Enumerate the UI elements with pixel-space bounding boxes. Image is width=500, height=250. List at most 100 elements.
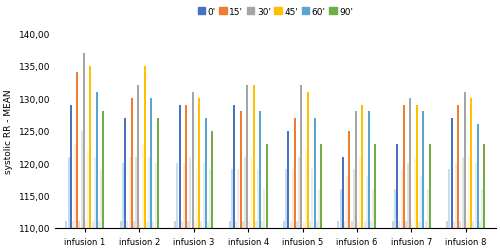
Bar <box>148 157 150 228</box>
Bar <box>185 105 187 228</box>
Bar <box>300 86 302 228</box>
Bar <box>150 99 152 228</box>
Bar <box>152 222 154 228</box>
Bar <box>286 170 288 228</box>
Bar <box>340 189 342 228</box>
Bar <box>68 157 70 228</box>
Bar <box>233 105 235 228</box>
Bar <box>209 170 211 228</box>
Bar <box>412 222 414 228</box>
Bar <box>450 118 452 228</box>
Bar <box>314 118 316 228</box>
Bar <box>316 222 318 228</box>
Bar <box>455 163 457 228</box>
Bar <box>83 54 85 228</box>
Bar <box>124 118 126 228</box>
Bar <box>154 163 156 228</box>
Bar <box>420 176 422 228</box>
Bar <box>368 112 370 228</box>
Bar <box>305 150 307 228</box>
Legend: 0', 15', 30', 45', 60', 90': 0', 15', 30', 45', 60', 90' <box>194 4 357 20</box>
Bar <box>392 222 394 228</box>
Bar <box>410 99 412 228</box>
Bar <box>70 105 72 228</box>
Bar <box>416 105 418 228</box>
Bar <box>102 112 104 228</box>
Bar <box>146 222 148 228</box>
Bar <box>248 222 250 228</box>
Bar <box>298 157 300 228</box>
Bar <box>140 222 141 228</box>
Bar <box>288 131 290 228</box>
Bar <box>357 222 359 228</box>
Bar <box>362 105 364 228</box>
Bar <box>192 92 194 228</box>
Bar <box>398 222 400 228</box>
Bar <box>80 131 82 228</box>
Bar <box>72 222 74 228</box>
Bar <box>92 222 94 228</box>
Bar <box>309 222 311 228</box>
Bar <box>94 157 96 228</box>
Bar <box>255 222 257 228</box>
Bar <box>344 222 346 228</box>
Bar <box>78 222 80 228</box>
Bar <box>312 170 314 228</box>
Bar <box>76 73 78 228</box>
Bar <box>400 170 402 228</box>
Bar <box>448 170 450 228</box>
Bar <box>296 222 298 228</box>
Bar <box>181 222 183 228</box>
Bar <box>242 222 244 228</box>
Bar <box>231 170 233 228</box>
Bar <box>374 144 376 228</box>
Bar <box>74 144 76 228</box>
Bar <box>338 222 340 228</box>
Bar <box>479 222 481 228</box>
Bar <box>196 170 198 228</box>
Bar <box>190 157 192 228</box>
Bar <box>120 222 122 228</box>
Bar <box>292 170 294 228</box>
Bar <box>460 222 462 228</box>
Bar <box>294 118 296 228</box>
Bar <box>468 157 470 228</box>
Bar <box>366 176 368 228</box>
Bar <box>370 222 372 228</box>
Bar <box>128 157 130 228</box>
Bar <box>200 222 202 228</box>
Bar <box>360 157 362 228</box>
Bar <box>418 222 420 228</box>
Bar <box>466 222 468 228</box>
Bar <box>302 222 304 228</box>
Bar <box>144 66 146 228</box>
Bar <box>250 157 252 228</box>
Bar <box>462 157 464 228</box>
Bar <box>96 92 98 228</box>
Bar <box>453 222 455 228</box>
Bar <box>174 222 176 228</box>
Bar <box>472 222 474 228</box>
Bar <box>352 170 354 228</box>
Bar <box>207 222 209 228</box>
Bar <box>424 222 426 228</box>
Bar <box>457 105 459 228</box>
Bar <box>290 222 292 228</box>
Bar <box>244 157 246 228</box>
Bar <box>477 125 479 228</box>
Bar <box>264 189 266 228</box>
Bar <box>307 92 309 228</box>
Bar <box>422 112 424 228</box>
Bar <box>66 222 68 228</box>
Bar <box>474 163 476 228</box>
Bar <box>372 189 374 228</box>
Bar <box>235 222 237 228</box>
Bar <box>135 157 137 228</box>
Bar <box>100 170 102 228</box>
Bar <box>318 189 320 228</box>
Bar <box>481 189 483 228</box>
Bar <box>98 222 100 228</box>
Bar <box>396 144 398 228</box>
Bar <box>283 222 285 228</box>
Bar <box>126 222 128 228</box>
